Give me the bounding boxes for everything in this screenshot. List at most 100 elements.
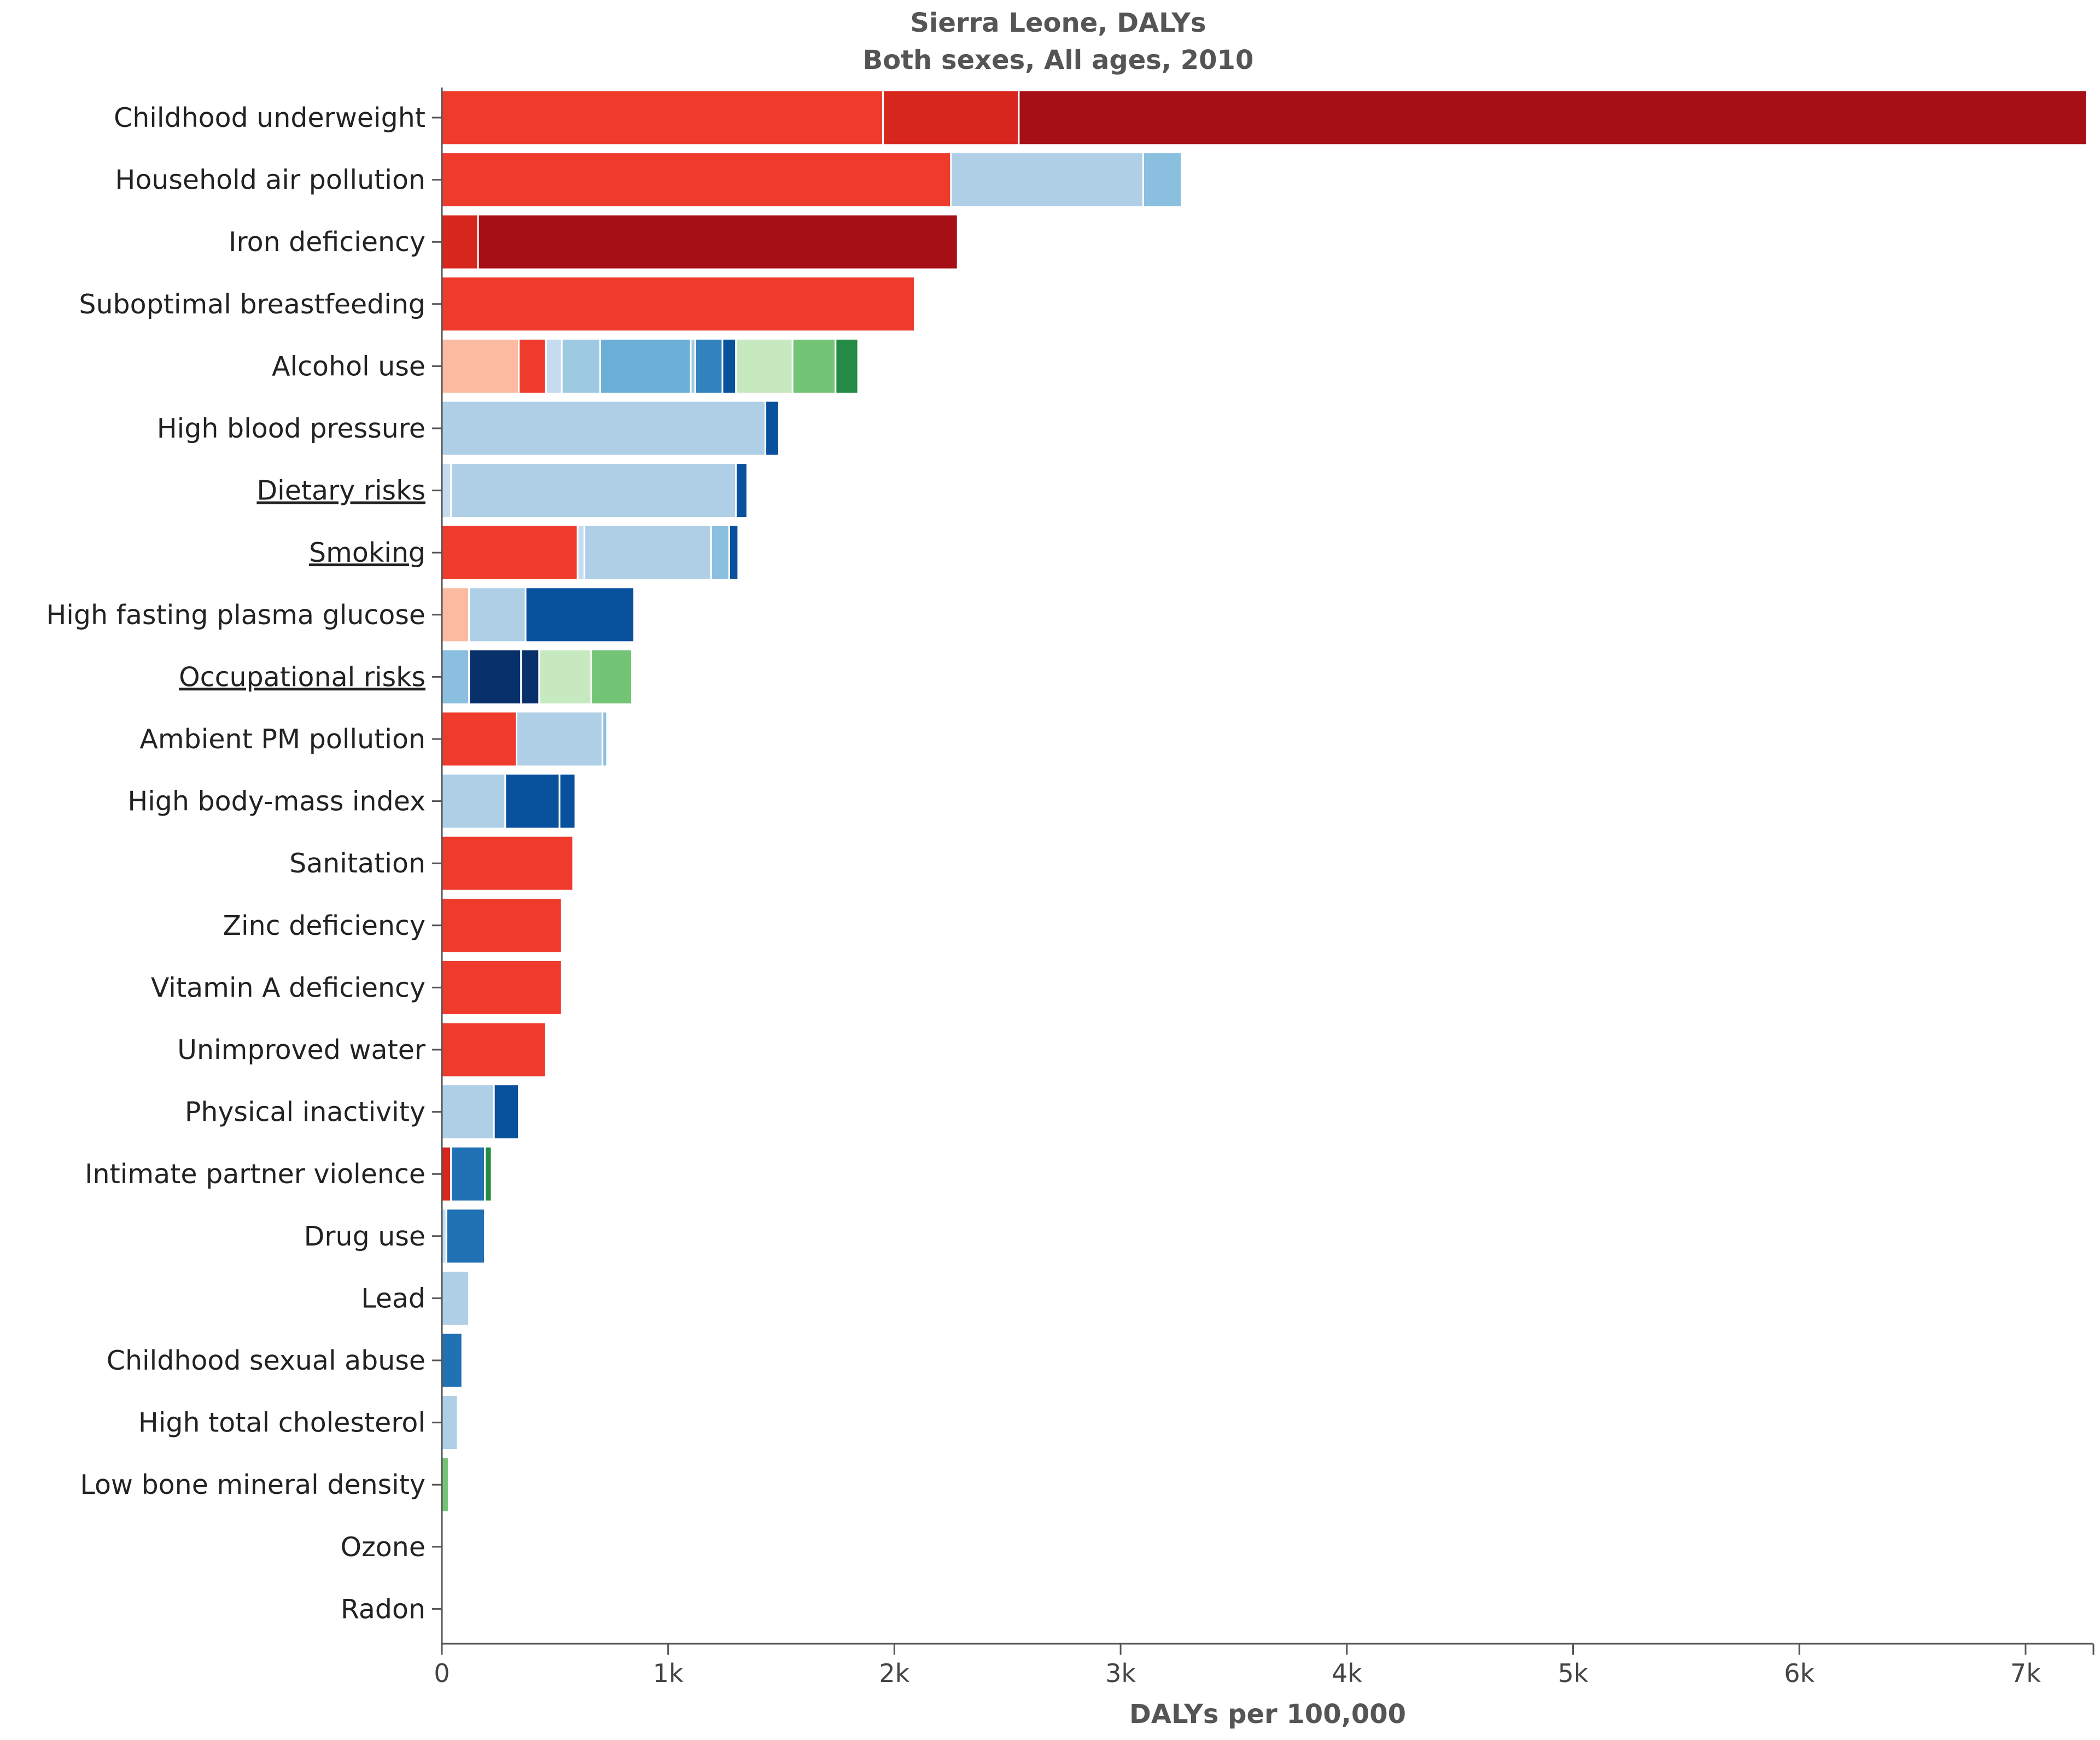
bar-suboptimal-breastfeeding[interactable] — [441, 276, 916, 333]
bar-lead[interactable] — [441, 1270, 470, 1326]
bar-segment[interactable] — [441, 1270, 470, 1326]
bar-segment[interactable] — [602, 711, 608, 767]
bar-segment[interactable] — [450, 462, 737, 519]
bar-segment[interactable] — [558, 773, 576, 830]
bar-high-blood-pressure[interactable] — [441, 400, 780, 457]
bar-childhood-sexual-abuse[interactable] — [441, 1332, 463, 1389]
bar-segment[interactable] — [450, 1145, 486, 1202]
category-label-ozone: Ozone — [341, 1532, 425, 1563]
category-label-high-body-mass-index: High body-mass index — [127, 786, 425, 817]
bar-intimate-partner-violence[interactable] — [441, 1145, 493, 1202]
bar-segment[interactable] — [561, 337, 602, 394]
bar-ambient-pm-pollution[interactable] — [441, 711, 608, 767]
bar-segment[interactable] — [441, 1394, 459, 1451]
bar-segment[interactable] — [484, 1145, 493, 1202]
bar-sanitation[interactable] — [441, 835, 574, 892]
category-label-radon: Radon — [341, 1593, 425, 1625]
bar-segment[interactable] — [441, 586, 470, 643]
bar-segment[interactable] — [576, 524, 586, 581]
category-label-dietary-risks[interactable]: Dietary risks — [256, 475, 425, 507]
x-tick-label: 2k — [879, 1658, 909, 1688]
bar-physical-inactivity[interactable] — [441, 1084, 520, 1140]
bar-segment[interactable] — [710, 524, 730, 581]
category-label-childhood-underweight: Childhood underweight — [114, 102, 425, 133]
bar-drug-use[interactable] — [441, 1208, 486, 1265]
bar-segment[interactable] — [950, 152, 1144, 208]
bar-childhood-underweight[interactable] — [441, 89, 2088, 146]
bar-segment[interactable] — [441, 213, 479, 270]
chart-subtitle: Both sexes, All ages, 2010 — [863, 45, 1254, 75]
bar-segment[interactable] — [468, 586, 527, 643]
bar-segment[interactable] — [441, 711, 518, 767]
bar-segment[interactable] — [1142, 152, 1183, 208]
bar-segment[interactable] — [441, 897, 563, 954]
bar-segment[interactable] — [520, 648, 540, 705]
bar-segment[interactable] — [835, 337, 859, 394]
category-label-lead: Lead — [361, 1283, 425, 1314]
bar-household-air-pollution[interactable] — [441, 152, 1183, 208]
bar-segment[interactable] — [599, 337, 692, 394]
y-axis: Childhood underweight Household air pollu… — [46, 88, 443, 1644]
bar-segment[interactable] — [590, 648, 633, 705]
category-label-childhood-sexual-abuse: Childhood sexual abuse — [107, 1345, 425, 1376]
bar-segment[interactable] — [441, 1145, 452, 1202]
bar-segment[interactable] — [441, 89, 884, 146]
bar-segment[interactable] — [441, 1021, 547, 1078]
bar-segment[interactable] — [538, 648, 592, 705]
bar-alcohol-use[interactable] — [441, 337, 859, 394]
bar-segment[interactable] — [441, 773, 506, 830]
category-label-high-total-cholesterol: High total cholesterol — [138, 1407, 425, 1439]
bar-segment[interactable] — [765, 400, 780, 457]
category-label-high-blood-pressure: High blood pressure — [157, 413, 425, 444]
bar-segment[interactable] — [441, 400, 767, 457]
bar-segment[interactable] — [441, 648, 470, 705]
bar-segment[interactable] — [584, 524, 712, 581]
bar-segment[interactable] — [441, 524, 579, 581]
bar-segment[interactable] — [735, 462, 748, 519]
bar-segment[interactable] — [441, 152, 952, 208]
category-label-occupational-risks[interactable]: Occupational risks — [179, 661, 425, 692]
bar-zinc-deficiency[interactable] — [441, 897, 563, 954]
category-label-alcohol-use: Alcohol use — [272, 351, 425, 382]
bar-smoking[interactable] — [441, 524, 739, 581]
category-label-unimproved-water: Unimproved water — [177, 1034, 426, 1066]
bar-dietary-risks[interactable] — [441, 462, 748, 519]
bar-segment[interactable] — [791, 337, 837, 394]
bar-segment[interactable] — [882, 89, 1020, 146]
bar-low-bone-mineral-density[interactable] — [441, 1456, 450, 1513]
bar-segment[interactable] — [441, 1456, 450, 1513]
bar-segment[interactable] — [441, 337, 520, 394]
bar-high-body-mass-index[interactable] — [441, 773, 576, 830]
bar-segment[interactable] — [545, 337, 563, 394]
chart-title-group: Sierra Leone, DALYs Both sexes, All ages… — [863, 8, 1254, 75]
bar-segment[interactable] — [477, 213, 959, 270]
bar-segment[interactable] — [694, 337, 724, 394]
bar-high-fasting-plasma-glucose[interactable] — [441, 586, 635, 643]
bar-segment[interactable] — [735, 337, 794, 394]
bar-unimproved-water[interactable] — [441, 1021, 547, 1078]
bar-segment[interactable] — [441, 276, 916, 333]
bar-segment[interactable] — [441, 1084, 495, 1140]
bar-segment[interactable] — [1018, 89, 2088, 146]
bar-segment[interactable] — [445, 1208, 486, 1265]
bar-segment[interactable] — [524, 586, 635, 643]
bar-segment[interactable] — [518, 337, 547, 394]
bar-vitamin-a-deficiency[interactable] — [441, 959, 563, 1016]
x-tick-label: 1k — [653, 1658, 684, 1688]
bar-occupational-risks[interactable] — [441, 648, 633, 705]
category-label-smoking[interactable]: Smoking — [309, 537, 425, 568]
bar-segment[interactable] — [441, 462, 452, 519]
bar-segment[interactable] — [468, 648, 522, 705]
bar-segment[interactable] — [441, 835, 574, 892]
bar-segment[interactable] — [504, 773, 561, 830]
bar-segment[interactable] — [516, 711, 604, 767]
bar-high-total-cholesterol[interactable] — [441, 1394, 459, 1451]
bar-segment[interactable] — [728, 524, 739, 581]
bar-segment[interactable] — [721, 337, 737, 394]
bar-segment[interactable] — [441, 1332, 463, 1389]
bar-iron-deficiency[interactable] — [441, 213, 959, 270]
bar-segment[interactable] — [441, 959, 563, 1016]
category-label-intimate-partner-violence: Intimate partner violence — [85, 1159, 425, 1190]
bar-segment[interactable] — [493, 1084, 520, 1140]
